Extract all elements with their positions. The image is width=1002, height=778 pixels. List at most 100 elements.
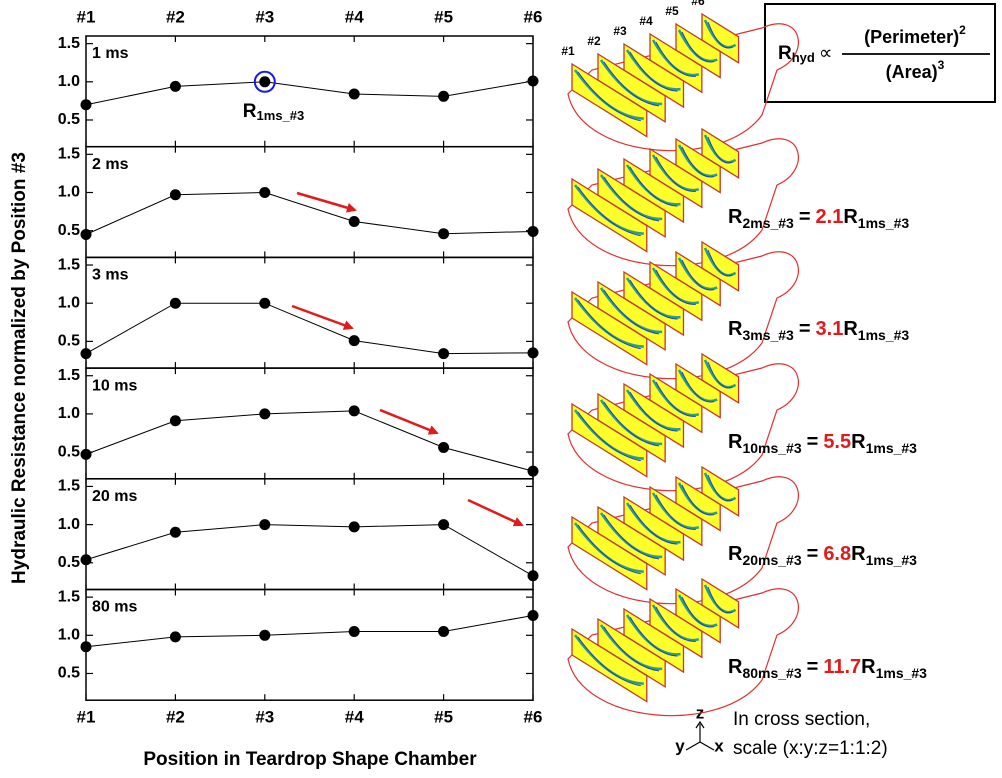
eq-lhs-sub: 20ms_#3 xyxy=(742,552,801,568)
flow-core xyxy=(603,514,660,560)
flow-core xyxy=(681,596,715,628)
data-point xyxy=(259,187,271,199)
data-point xyxy=(348,405,360,417)
y-tick-label: 0.5 xyxy=(58,443,80,460)
eq-equals: = xyxy=(807,543,819,565)
slice-label: #3 xyxy=(613,24,627,38)
eq-equals: = xyxy=(807,656,819,678)
y-tick-label: 1.5 xyxy=(58,588,80,605)
eq-lhs: R xyxy=(728,543,743,565)
flow-core xyxy=(577,524,641,575)
eq-rhs-sub: 1ms_#3 xyxy=(876,665,928,681)
data-point xyxy=(259,76,271,88)
y-tick-label: 1.0 xyxy=(58,405,80,422)
data-point xyxy=(527,347,539,359)
eq-equals: = xyxy=(799,206,811,228)
line xyxy=(85,410,534,472)
flow-core xyxy=(603,626,660,672)
flow-core xyxy=(629,166,678,207)
equation: R80ms_#3 = 11.7R1ms_#3 xyxy=(728,656,927,680)
x-tick-label-bottom: #2 xyxy=(166,707,185,726)
formula-num: (Perimeter)2 xyxy=(864,23,966,47)
equation: R2ms_#3 = 2.1R1ms_#3 xyxy=(728,206,909,230)
note: scale (x:y:z=1:1:2) xyxy=(733,738,888,759)
formula-den-text: (Area) xyxy=(886,62,938,82)
data-point xyxy=(527,609,539,621)
eq-rhs-sub: 1ms_#3 xyxy=(858,327,910,343)
flow-core xyxy=(655,494,696,530)
flow-core xyxy=(707,249,733,277)
slice xyxy=(701,240,740,292)
data-point xyxy=(169,80,181,92)
equation: R10ms_#3 = 5.5R1ms_#3 xyxy=(728,431,917,455)
data-point xyxy=(438,519,450,531)
data-point xyxy=(438,348,450,360)
slice xyxy=(701,465,740,517)
line xyxy=(85,614,534,648)
eq-lhs-sub: 3ms_#3 xyxy=(742,327,794,343)
data-point xyxy=(80,228,92,240)
slice xyxy=(701,127,740,179)
y-tick-label: 0.5 xyxy=(58,554,80,571)
data-point xyxy=(438,228,450,240)
eq-lhs-sub: 2ms_#3 xyxy=(742,215,794,231)
flow-core xyxy=(681,371,715,403)
y-tick-label: 0.5 xyxy=(58,111,80,128)
data-point xyxy=(259,519,271,531)
flow-core xyxy=(655,381,696,417)
slice xyxy=(701,352,740,404)
eq-factor: 2.1 xyxy=(816,206,844,228)
slice-label: #2 xyxy=(587,34,601,48)
eq-factor: 5.5 xyxy=(823,431,851,453)
data-point xyxy=(80,348,92,360)
equation: R3ms_#3 = 3.1R1ms_#3 xyxy=(728,318,909,342)
chamber xyxy=(567,127,799,267)
data-point xyxy=(169,297,181,309)
chamber-outline xyxy=(567,251,799,380)
flow-core xyxy=(655,41,696,77)
eq-lhs: R xyxy=(728,318,743,340)
flow-core xyxy=(681,259,715,291)
data-point xyxy=(169,415,181,427)
eq-rhs: R xyxy=(843,318,858,340)
equation: R20ms_#3 = 6.8R1ms_#3 xyxy=(728,543,917,567)
data-point xyxy=(527,225,539,237)
y-tick-label: 1.0 xyxy=(58,184,80,201)
data-point xyxy=(348,335,360,347)
flow-core xyxy=(707,361,733,389)
highlight-ring xyxy=(253,70,276,93)
y-tick-label: 0.5 xyxy=(58,333,80,350)
flow-core xyxy=(629,504,678,545)
formula-r: R xyxy=(778,43,792,64)
chamber-outline xyxy=(567,23,799,152)
chamber xyxy=(567,352,799,492)
chamber: #1 #2 #3 #4 #5 #6 xyxy=(561,0,799,152)
y-tick-label: 1.5 xyxy=(58,256,80,273)
flow-core xyxy=(603,176,660,222)
x-tick-label-top: #4 xyxy=(345,7,364,26)
data-point xyxy=(169,189,181,201)
formula-box xyxy=(764,3,996,103)
eq-factor: 3.1 xyxy=(816,318,844,340)
line xyxy=(85,192,534,235)
data-point xyxy=(348,521,360,533)
y-tick-label: 1.5 xyxy=(58,146,80,163)
x-tick-label-top: #1 xyxy=(77,7,96,26)
flow-core xyxy=(577,299,641,350)
flow-core xyxy=(603,61,660,107)
data-point xyxy=(438,90,450,102)
eq-lhs-sub: 80ms_#3 xyxy=(742,665,801,681)
formula-num-text: (Perimeter) xyxy=(864,27,959,47)
y-tick-label: 1.0 xyxy=(58,627,80,644)
chamber-outline xyxy=(567,138,799,267)
flow-core xyxy=(655,269,696,305)
flow-core xyxy=(707,21,733,49)
formula-rel: ∝ xyxy=(819,43,833,64)
panel-title: 1 ms xyxy=(92,45,129,62)
y-tick-label: 0.5 xyxy=(58,665,80,682)
formula-sub: hyd xyxy=(792,50,815,65)
eq-factor: 11.7 xyxy=(823,656,861,678)
x-tick-label-bottom: #6 xyxy=(524,707,543,726)
flow-core xyxy=(655,606,696,642)
